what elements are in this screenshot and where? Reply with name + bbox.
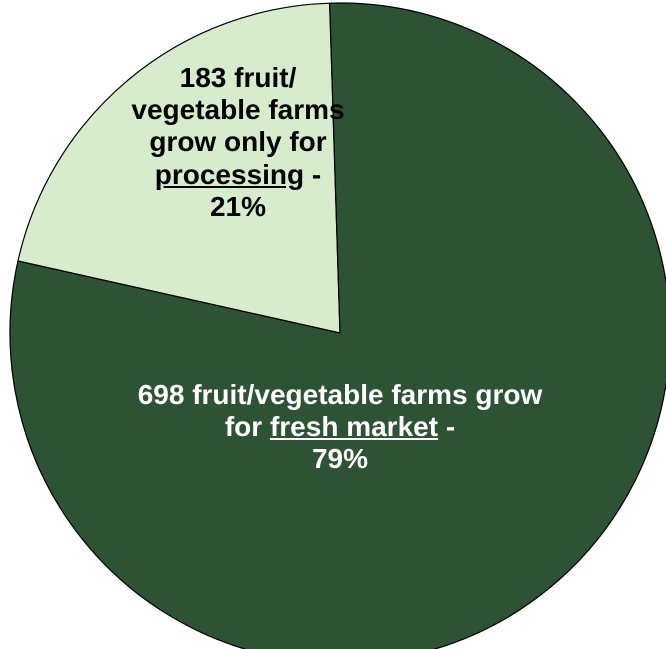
slice-label-fresh-market: 698 fruit/vegetable farms grow for fresh… — [130, 379, 550, 476]
fresh-label-percent: 79% — [311, 443, 369, 475]
pie-slice-fresh-market — [9, 2, 666, 649]
processing-label-emphasis: processing — [154, 158, 305, 190]
fresh-label-text: 698 fruit/vegetable farms grow for — [137, 379, 543, 443]
processing-label-percent: 21% — [209, 190, 267, 222]
slice-label-processing: 183 fruit/ vegetable farms grow only for… — [128, 62, 348, 223]
pie-slice-processing — [17, 2, 341, 334]
processing-label-dash: - — [311, 158, 322, 190]
fresh-label-emphasis: fresh market — [269, 411, 439, 443]
fresh-label-dash: - — [445, 411, 456, 443]
processing-label-text: 183 fruit/ vegetable farms grow only for — [131, 62, 345, 158]
